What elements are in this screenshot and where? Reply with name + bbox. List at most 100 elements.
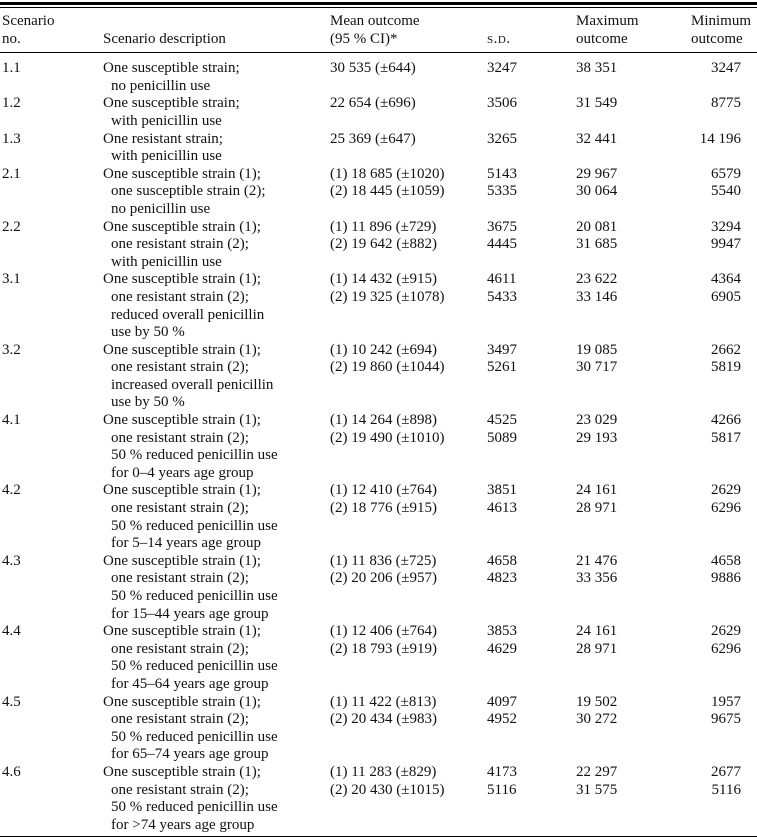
cell-no: 2.2 bbox=[0, 219, 103, 272]
scenario-row: 1.1 One susceptible strain; no penicillin … bbox=[0, 53, 757, 96]
min-value: 8775 bbox=[711, 95, 741, 112]
description-line: for >74 years age group bbox=[111, 816, 255, 833]
header-text: Minimum bbox=[691, 13, 752, 29]
cell-min: 8775 bbox=[691, 95, 757, 130]
sd-value: 3851 bbox=[487, 482, 517, 499]
max-value: 32 441 bbox=[576, 130, 618, 147]
cell-min: 1957 9675 bbox=[691, 694, 757, 764]
header-text: no. bbox=[2, 30, 21, 47]
cell-description: One susceptible strain (1); one resistant… bbox=[103, 694, 330, 764]
mean-value: (1) 10 242 (±694) bbox=[330, 341, 437, 358]
scenario-row: 2.1 One susceptible strain (1); one suscep… bbox=[0, 166, 757, 219]
mean-value: (2) 20 206 (±957) bbox=[330, 570, 437, 587]
cell-no: 1.2 bbox=[0, 95, 103, 130]
min-value: 6579 bbox=[711, 165, 741, 182]
max-value: 30 272 bbox=[576, 711, 618, 728]
cell-max: 19 502 30 272 bbox=[576, 694, 691, 764]
description-line: One susceptible strain (1); bbox=[103, 165, 261, 182]
cell-sd: 3853 4629 bbox=[487, 623, 576, 693]
scenario-row: 3.2 One susceptible strain (1); one resist… bbox=[0, 342, 757, 412]
max-value: 33 356 bbox=[576, 570, 618, 587]
cell-sd: 4097 4952 bbox=[487, 694, 576, 764]
min-value: 2677 bbox=[711, 763, 741, 780]
cell-min: 6579 5540 bbox=[691, 166, 757, 219]
max-value: 33 146 bbox=[576, 288, 618, 305]
cell-min: 4658 9886 bbox=[691, 553, 757, 623]
description-line: One susceptible strain (1); bbox=[103, 763, 261, 780]
cell-sd: 3851 4613 bbox=[487, 482, 576, 552]
cell-mean: (1) 18 685 (±1020) (2) 18 445 (±1059) bbox=[330, 166, 487, 219]
bottom-thin-rule bbox=[0, 836, 757, 838]
mean-value: (2) 20 430 (±1015) bbox=[330, 781, 445, 798]
min-value: 3294 bbox=[711, 218, 741, 235]
cell-mean: (1) 11 836 (±725) (2) 20 206 (±957) bbox=[330, 553, 487, 623]
max-value: 31 685 bbox=[576, 236, 618, 253]
description-line: for 0–4 years age group bbox=[111, 464, 254, 481]
max-value: 23 029 bbox=[576, 412, 618, 429]
cell-max: 24 161 28 971 bbox=[576, 482, 691, 552]
mean-value: (2) 20 434 (±983) bbox=[330, 711, 437, 728]
cell-no: 3.2 bbox=[0, 342, 103, 412]
description-line: for 45–64 years age group bbox=[111, 675, 269, 692]
cell-mean: (1) 12 406 (±764) (2) 18 793 (±919) bbox=[330, 623, 487, 693]
mean-value: 22 654 (±696) bbox=[330, 95, 416, 112]
top-thin-rule bbox=[0, 7, 757, 8]
description-line: with penicillin use bbox=[111, 112, 222, 129]
description-line: one resistant strain (2); bbox=[111, 359, 249, 376]
sd-value: 5335 bbox=[487, 183, 517, 200]
description-line: 50 % reduced penicillin use bbox=[111, 728, 278, 745]
max-value: 31 549 bbox=[576, 95, 618, 112]
cell-no: 4.2 bbox=[0, 482, 103, 552]
cell-no: 4.5 bbox=[0, 694, 103, 764]
description-line: use by 50 % bbox=[111, 394, 185, 411]
min-value: 1957 bbox=[711, 693, 741, 710]
description-line: for 5–14 years age group bbox=[111, 535, 261, 552]
description-line: One susceptible strain (1); bbox=[103, 412, 261, 429]
description-line: 50 % reduced penicillin use bbox=[111, 517, 278, 534]
sd-value: 5116 bbox=[487, 781, 517, 798]
header-scenario-no: Scenario no. bbox=[0, 8, 103, 54]
cell-no: 4.1 bbox=[0, 412, 103, 482]
description-line: one resistant strain (2); bbox=[111, 640, 249, 657]
max-value: 30 717 bbox=[576, 359, 618, 376]
cell-sd: 3675 4445 bbox=[487, 219, 576, 272]
mean-value: (2) 18 793 (±919) bbox=[330, 640, 437, 657]
min-value: 6905 bbox=[711, 288, 741, 305]
min-value: 2629 bbox=[711, 482, 741, 499]
max-value: 20 081 bbox=[576, 218, 618, 235]
mean-value: (1) 14 432 (±915) bbox=[330, 271, 437, 288]
cell-min: 4266 5817 bbox=[691, 412, 757, 482]
min-value: 5817 bbox=[711, 429, 741, 446]
mean-value: 25 369 (±647) bbox=[330, 130, 416, 147]
cell-description: One susceptible strain; no penicillin use bbox=[103, 53, 330, 96]
description-line: use by 50 % bbox=[111, 324, 185, 341]
cell-description: One susceptible strain (1); one resistant… bbox=[103, 553, 330, 623]
sd-value: 3675 bbox=[487, 218, 517, 235]
scenario-number: 4.4 bbox=[2, 623, 21, 640]
scenario-row: 4.1 One susceptible strain (1); one resist… bbox=[0, 412, 757, 482]
description-line: One resistant strain; bbox=[103, 130, 223, 147]
sd-value: 4097 bbox=[487, 693, 517, 710]
cell-description: One susceptible strain (1); one resistant… bbox=[103, 271, 330, 341]
max-value: 31 575 bbox=[576, 781, 618, 798]
description-line: one resistant strain (2); bbox=[111, 570, 249, 587]
header-text: (95 % CI)* bbox=[330, 30, 398, 47]
scenario-number: 1.1 bbox=[2, 60, 21, 77]
cell-max: 22 297 31 575 bbox=[576, 764, 691, 834]
sd-value: 3247 bbox=[487, 60, 517, 77]
cell-max: 21 476 33 356 bbox=[576, 553, 691, 623]
mean-value: (2) 19 325 (±1078) bbox=[330, 288, 445, 305]
cell-min: 3294 9947 bbox=[691, 219, 757, 272]
cell-min: 2629 6296 bbox=[691, 623, 757, 693]
mean-value: (1) 11 283 (±829) bbox=[330, 763, 437, 780]
description-line: One susceptible strain (1); bbox=[103, 482, 261, 499]
max-value: 29 967 bbox=[576, 165, 618, 182]
cell-no: 3.1 bbox=[0, 271, 103, 341]
sd-value: 4445 bbox=[487, 236, 517, 253]
scenario-number: 4.2 bbox=[2, 482, 21, 499]
header-mean-outcome: Mean outcome (95 % CI)* bbox=[330, 8, 487, 54]
cell-sd: 5143 5335 bbox=[487, 166, 576, 219]
description-line: One susceptible strain (1); bbox=[103, 271, 261, 288]
min-value: 2629 bbox=[711, 623, 741, 640]
description-line: increased overall penicillin bbox=[111, 376, 274, 393]
